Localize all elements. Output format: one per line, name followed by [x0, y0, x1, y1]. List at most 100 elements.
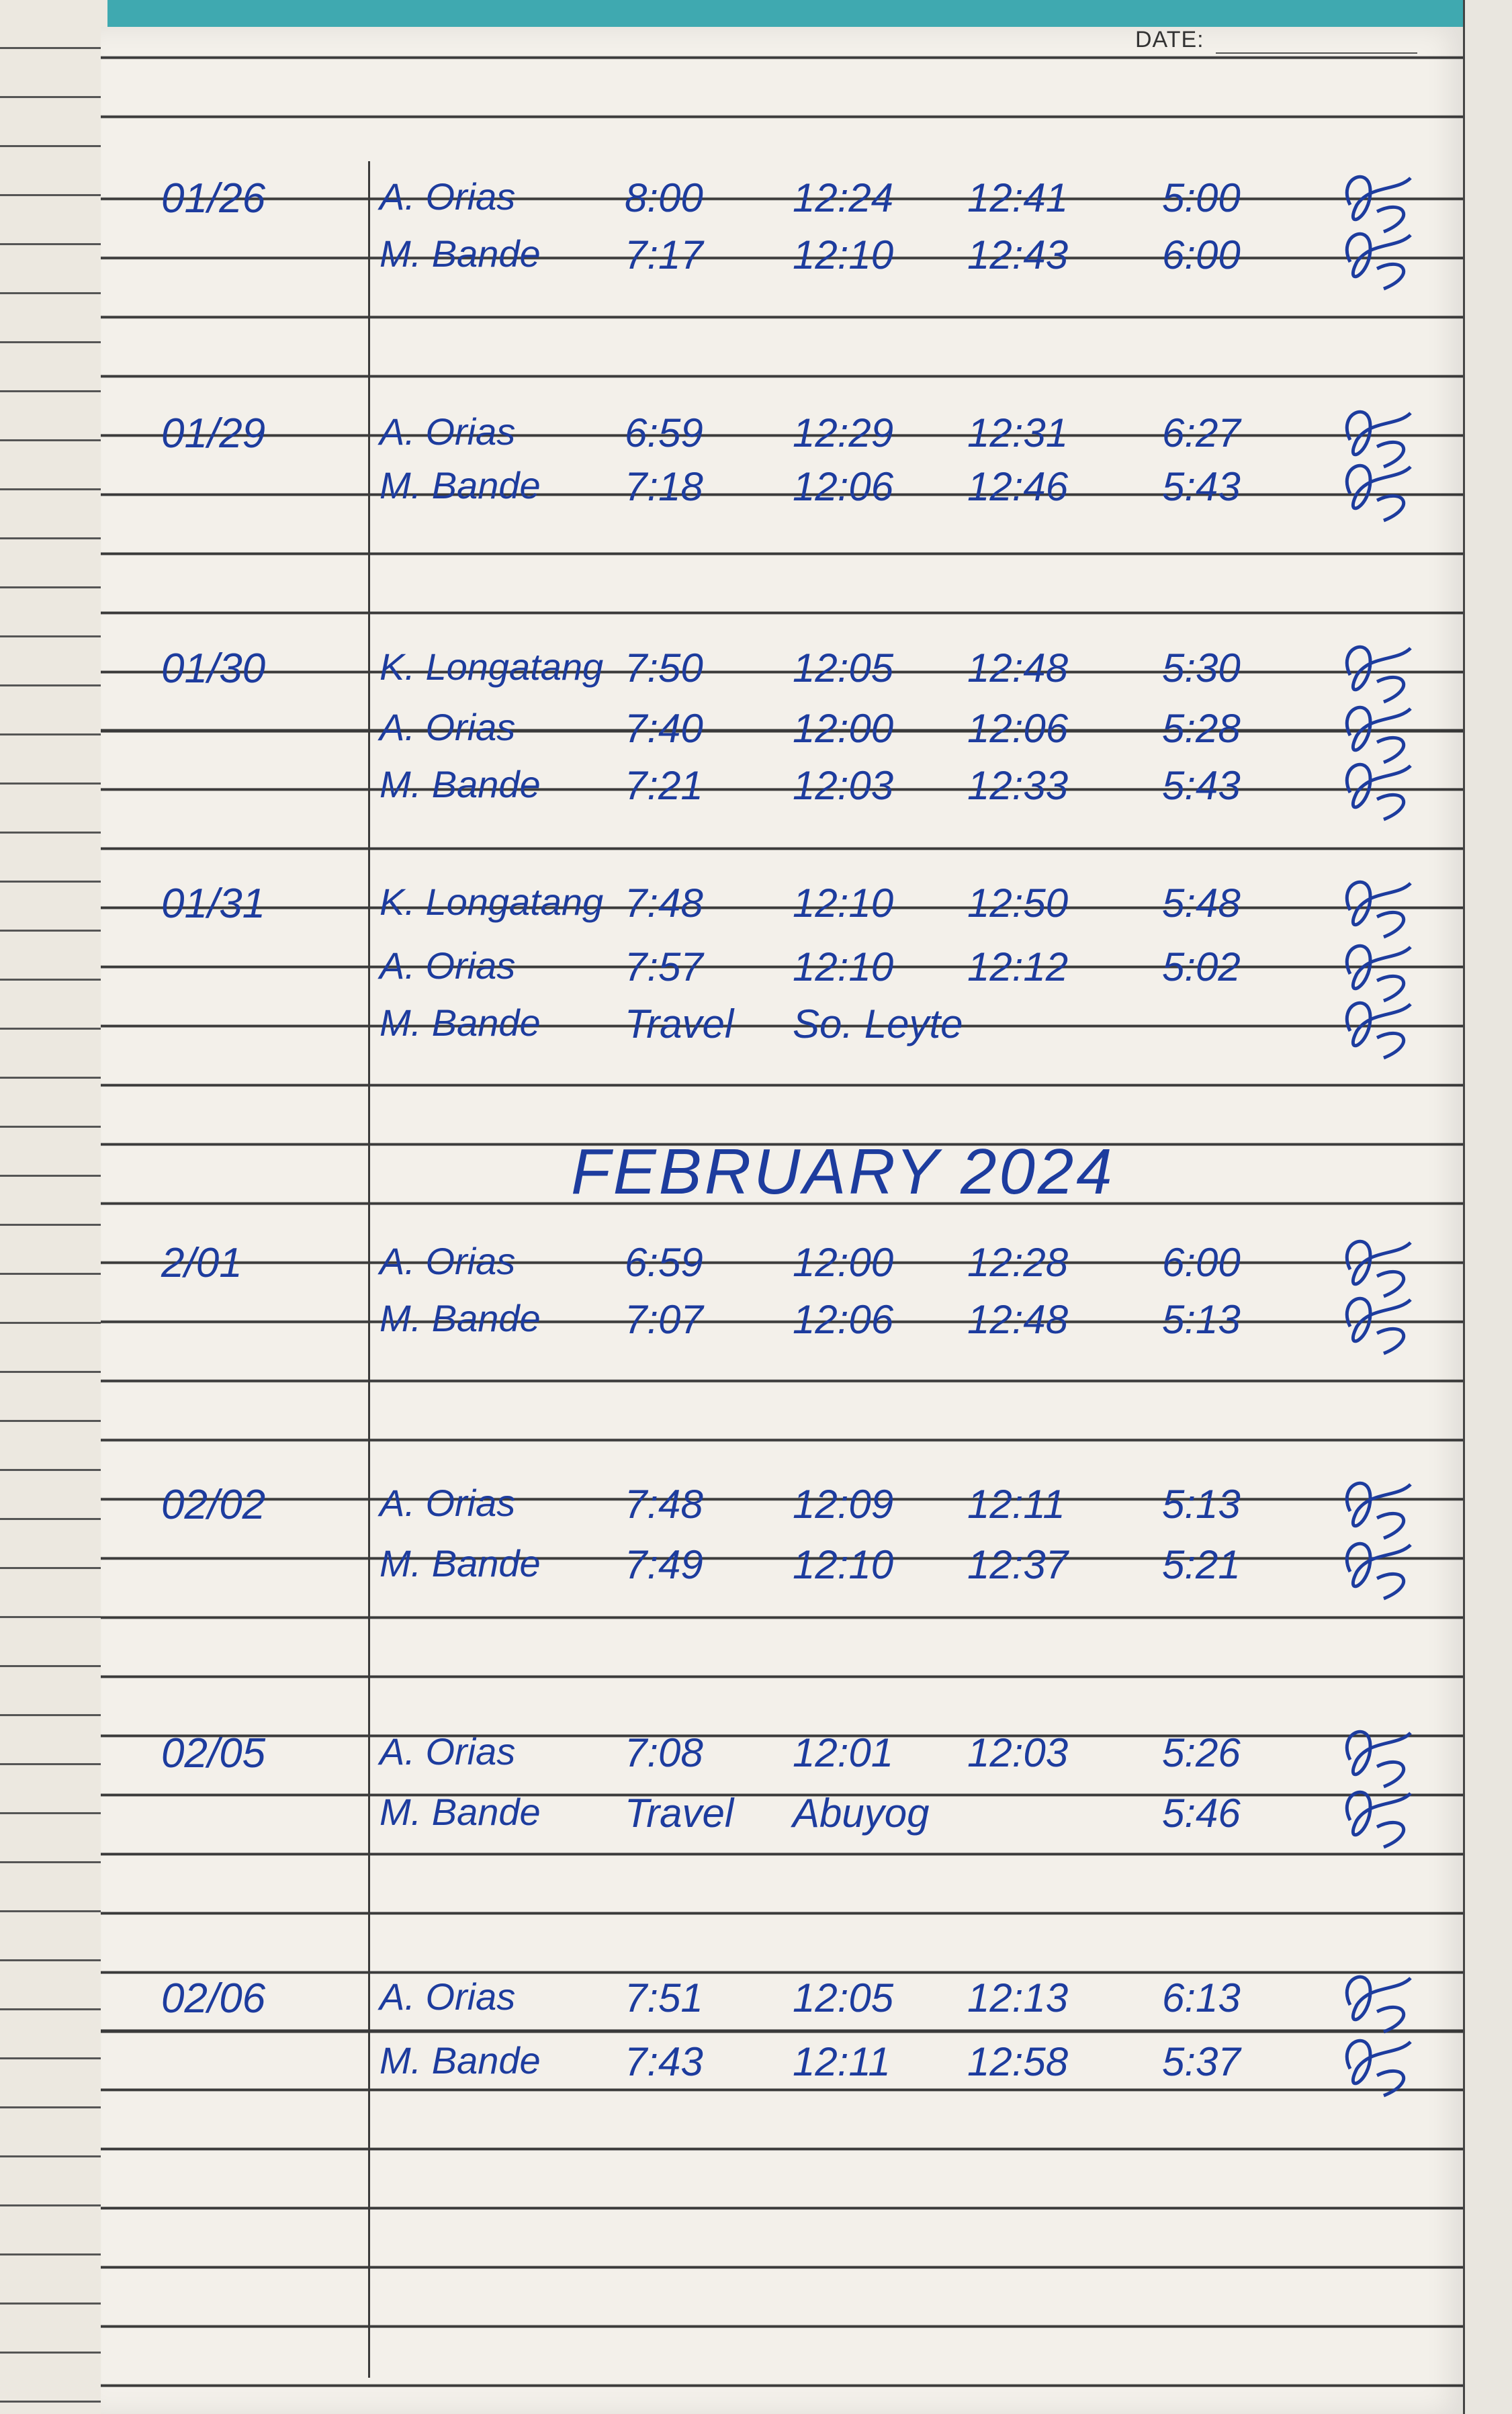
signature-icon	[1345, 2039, 1412, 2098]
employee-name: A. Orias	[380, 706, 516, 748]
time-entry: 8:00	[625, 175, 703, 220]
employee-name: M. Bande	[380, 763, 541, 805]
time-entry: 5:26	[1162, 1730, 1241, 1775]
signature-icon	[1345, 410, 1412, 469]
employee-name: A. Orias	[380, 1482, 516, 1524]
signature-icon	[1345, 1541, 1412, 1601]
employee-name: A. Orias	[380, 410, 516, 453]
time-entry: 7:50	[625, 645, 703, 690]
time-entry: 12:10	[793, 944, 894, 989]
entry-date: 01/29	[161, 410, 266, 457]
time-entry: 12:10	[793, 881, 894, 926]
time-entry: 12:03	[793, 763, 894, 808]
time-entry: 6:13	[1162, 1975, 1241, 2020]
time-entry: 7:48	[625, 1482, 703, 1527]
signature-icon	[1345, 1239, 1412, 1298]
time-entry: 12:11	[793, 2039, 891, 2084]
time-entry: 12:29	[793, 410, 894, 455]
signature-icon	[1345, 1296, 1412, 1355]
time-entry: 12:03	[967, 1730, 1069, 1775]
time-entry: 5:13	[1162, 1297, 1241, 1342]
employee-name: A. Orias	[380, 944, 516, 987]
time-entry: 12:09	[793, 1482, 894, 1527]
entry-date: 2/01	[161, 1240, 242, 1286]
time-entry: 12:05	[793, 645, 894, 690]
time-entry: 12:58	[967, 2039, 1069, 2084]
time-entry: 7:40	[625, 706, 703, 751]
signature-icon	[1345, 1790, 1412, 1849]
employee-name: M. Bande	[380, 1542, 541, 1584]
signature-icon	[1345, 463, 1412, 523]
time-entry: 12:01	[793, 1730, 894, 1775]
time-entry: 6:27	[1162, 410, 1241, 455]
entry-date: 01/30	[161, 645, 266, 692]
time-entry: 5:43	[1162, 763, 1241, 808]
time-entry: 7:48	[625, 881, 703, 926]
time-entry: 5:37	[1162, 2039, 1241, 2084]
time-entry: 12:48	[967, 1297, 1069, 1342]
signature-icon	[1345, 880, 1412, 939]
signature-icon	[1345, 232, 1412, 291]
time-entry: 5:00	[1162, 175, 1241, 220]
time-entry: 7:07	[625, 1297, 703, 1342]
time-entry: 7:08	[625, 1730, 703, 1775]
signature-icon	[1345, 1975, 1412, 2034]
employee-name: A. Orias	[380, 1240, 516, 1282]
time-entry: 7:57	[625, 944, 703, 989]
time-entry: 6:59	[625, 1240, 703, 1285]
signature-icon	[1345, 944, 1412, 1003]
entry-date: 02/06	[161, 1975, 266, 2022]
time-entry: So. Leyte	[793, 1001, 963, 1046]
entry-date: 01/31	[161, 881, 266, 927]
time-entry: 7:21	[625, 763, 703, 808]
time-entry: 12:33	[967, 763, 1069, 808]
signature-icon	[1345, 645, 1412, 704]
signature-icon	[1345, 705, 1412, 764]
employee-name: M. Bande	[380, 232, 541, 275]
entry-date: 02/02	[161, 1482, 266, 1528]
date-label: DATE:	[1135, 27, 1204, 52]
signature-icon	[1345, 175, 1412, 234]
entry-date: 02/05	[161, 1730, 266, 1777]
time-entry: 12:13	[967, 1975, 1069, 2020]
time-entry: 12:50	[967, 881, 1069, 926]
time-entry: 5:21	[1162, 1542, 1241, 1587]
employee-name: K. Longatang	[380, 881, 604, 923]
time-entry: Abuyog	[793, 1791, 930, 1836]
time-entry: 12:06	[793, 464, 894, 509]
time-entry: 12:43	[967, 232, 1069, 277]
time-entry: 12:31	[967, 410, 1069, 455]
month-heading: FEBRUARY 2024	[571, 1136, 1115, 1208]
left-page-edge	[0, 0, 107, 2414]
time-entry: 5:13	[1162, 1482, 1241, 1527]
time-entry: 12:28	[967, 1240, 1069, 1285]
time-entry: 12:06	[967, 706, 1069, 751]
time-entry: 6:59	[625, 410, 703, 455]
time-entry: 12:10	[793, 232, 894, 277]
time-entry: 12:06	[793, 1297, 894, 1342]
margin-line	[368, 161, 370, 2378]
time-entry: 5:30	[1162, 645, 1241, 690]
time-entry: 5:43	[1162, 464, 1241, 509]
signature-icon	[1345, 1001, 1412, 1060]
time-entry: 7:17	[625, 232, 703, 277]
time-entry: Travel	[625, 1001, 734, 1046]
time-entry: 12:00	[793, 1240, 894, 1285]
employee-name: K. Longatang	[380, 645, 604, 688]
time-entry: 5:28	[1162, 706, 1241, 751]
time-entry: 12:11	[967, 1482, 1065, 1527]
time-entry: 7:18	[625, 464, 703, 509]
time-entry: 12:05	[793, 1975, 894, 2020]
right-page-edge	[1463, 0, 1512, 2414]
time-entry: 6:00	[1162, 232, 1241, 277]
time-entry: 5:02	[1162, 944, 1241, 989]
time-entry: 12:24	[793, 175, 894, 220]
employee-name: A. Orias	[380, 1730, 516, 1773]
employee-name: M. Bande	[380, 1297, 541, 1339]
time-entry: 12:12	[967, 944, 1069, 989]
time-entry: Travel	[625, 1791, 734, 1836]
time-entry: 5:46	[1162, 1791, 1241, 1836]
employee-name: A. Orias	[380, 1975, 516, 2018]
time-entry: 12:37	[967, 1542, 1069, 1587]
time-entry: 7:51	[625, 1975, 703, 2020]
